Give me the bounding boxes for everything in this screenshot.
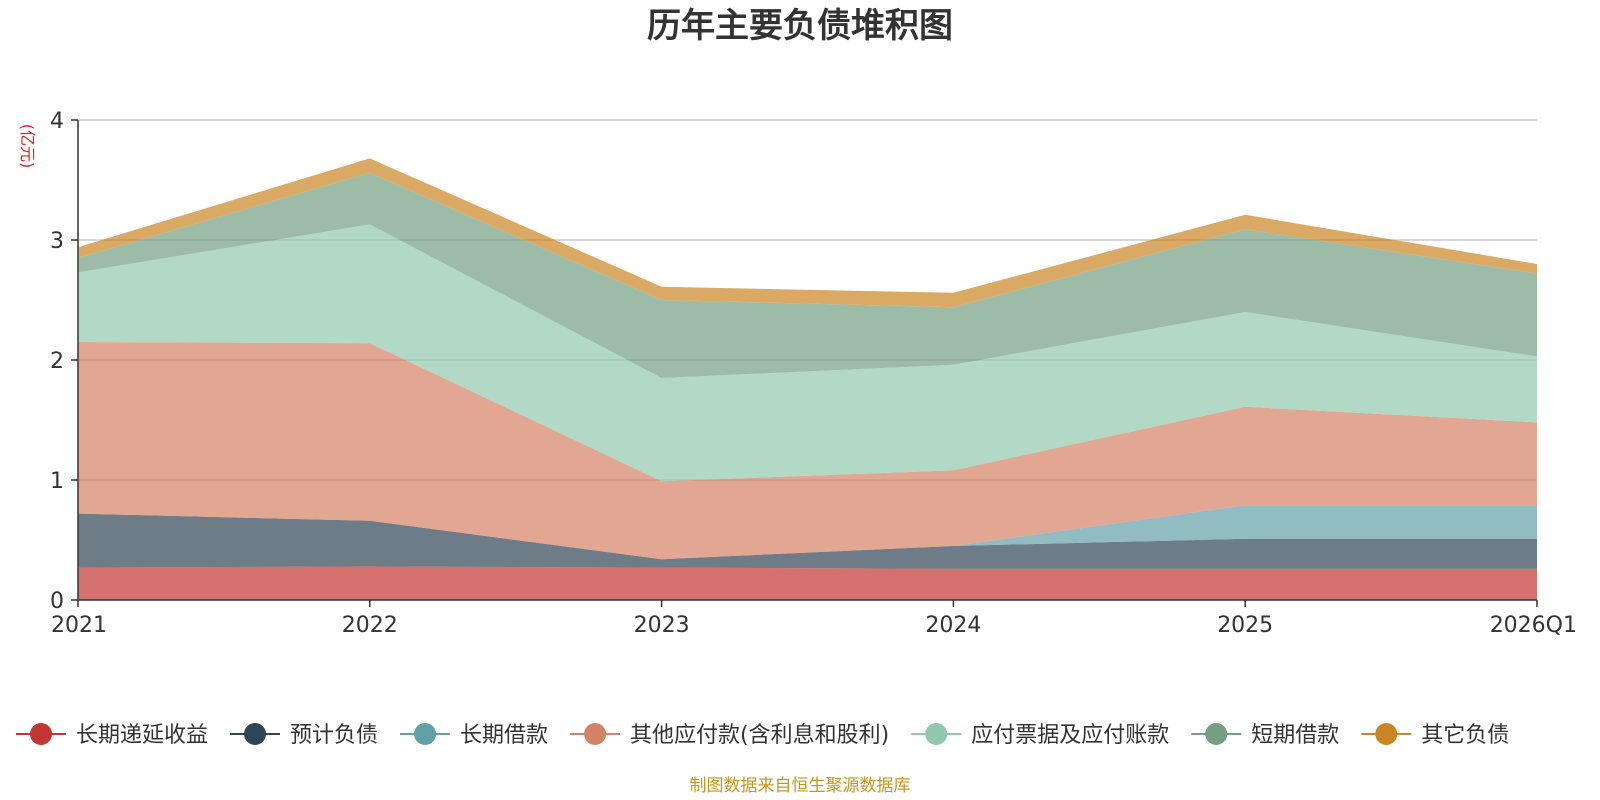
x-tick-label: 2026Q1 bbox=[1490, 613, 1577, 638]
area-长期借款 bbox=[78, 505, 1537, 560]
legend-marker bbox=[1375, 723, 1398, 745]
legend-marker bbox=[30, 723, 52, 745]
legend-label: 长期递延收益 bbox=[76, 723, 208, 748]
legend-label: 应付票据及应付账款 bbox=[971, 723, 1169, 748]
y-tick-label: 3 bbox=[50, 229, 64, 254]
area-长期递延收益 bbox=[78, 566, 1537, 600]
y-tick-label: 0 bbox=[50, 589, 64, 614]
legend-marker bbox=[925, 723, 948, 745]
legend-item[interactable]: 预计负债 bbox=[230, 723, 378, 748]
area-其它负债 bbox=[78, 158, 1537, 308]
area-其他应付款(含利息和股利) bbox=[78, 342, 1537, 560]
legend-item[interactable]: 长期借款 bbox=[400, 723, 548, 748]
legend-label: 其它负债 bbox=[1421, 723, 1509, 748]
legend-label: 其他应付款(含利息和股利) bbox=[630, 723, 889, 748]
legend-item[interactable]: 长期递延收益 bbox=[16, 723, 208, 748]
x-tick-label: 2022 bbox=[342, 613, 398, 638]
legend-item[interactable]: 其它负债 bbox=[1361, 723, 1509, 748]
x-tick-label: 2021 bbox=[51, 613, 107, 638]
legend: 长期递延收益 预计负债 长期借款 其他应付款(含利息和股利) 应付票据及应付账款 短期借款… bbox=[16, 723, 1509, 748]
area-短期借款 bbox=[78, 172, 1537, 378]
area-应付票据及应付账款 bbox=[78, 224, 1537, 482]
y-tick-label: 1 bbox=[50, 469, 64, 494]
legend-item[interactable]: 应付票据及应付账款 bbox=[911, 723, 1169, 748]
axes: 0 1 2 3 4 2021 2022 2023 2024 2025 2026Q1 bbox=[50, 109, 1577, 638]
legend-label: 短期借款 bbox=[1251, 723, 1339, 748]
y-tick-label: 2 bbox=[50, 349, 64, 374]
legend-marker bbox=[244, 723, 267, 745]
legend-marker bbox=[414, 723, 437, 745]
chart-title: 历年主要负债堆积图 bbox=[647, 6, 953, 46]
y-axis-unit: (亿元) bbox=[18, 124, 37, 169]
legend-label: 预计负债 bbox=[290, 723, 378, 748]
y-tick-label: 4 bbox=[50, 109, 64, 134]
area-预计负债 bbox=[78, 513, 1537, 569]
legend-marker bbox=[584, 723, 607, 745]
x-tick-label: 2023 bbox=[634, 613, 690, 638]
legend-item[interactable]: 短期借款 bbox=[1191, 723, 1339, 748]
source-note: 制图数据来自恒生聚源数据库 bbox=[690, 776, 911, 796]
legend-label: 长期借款 bbox=[460, 723, 548, 748]
legend-item[interactable]: 其他应付款(含利息和股利) bbox=[570, 723, 889, 748]
area-series bbox=[78, 158, 1537, 600]
x-tick-label: 2025 bbox=[1217, 613, 1273, 638]
legend-marker bbox=[1205, 723, 1228, 745]
x-tick-label: 2024 bbox=[925, 613, 981, 638]
